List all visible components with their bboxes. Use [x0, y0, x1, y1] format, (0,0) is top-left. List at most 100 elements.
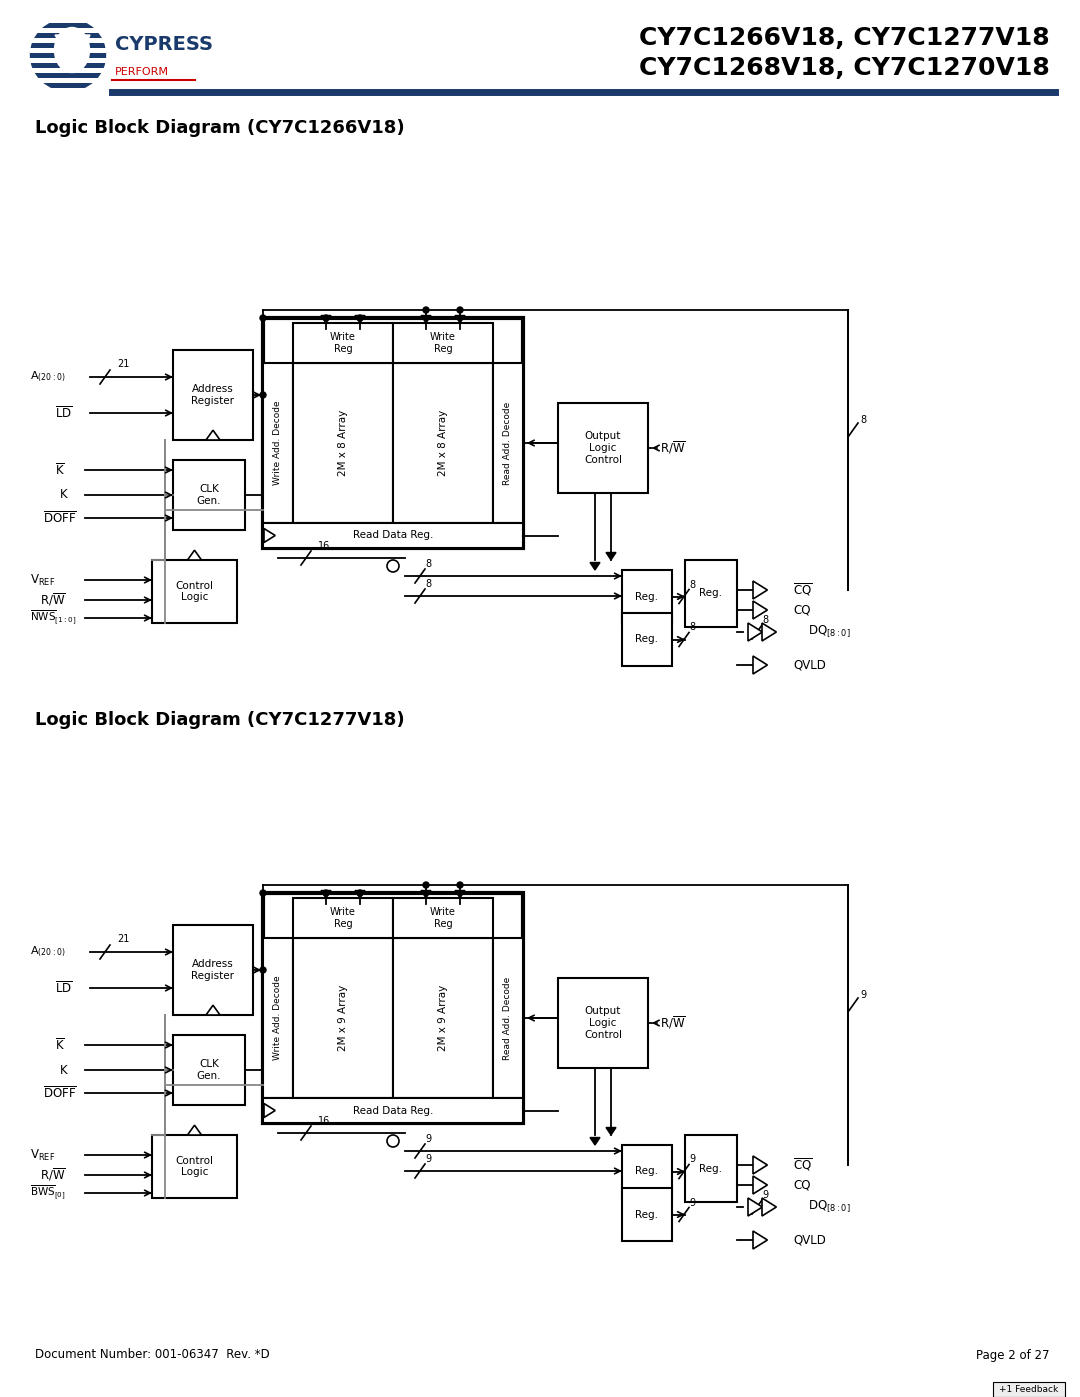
Bar: [685, 560, 737, 627]
Text: Logic Block Diagram (CY7C1266V18): Logic Block Diagram (CY7C1266V18): [35, 119, 405, 137]
Polygon shape: [264, 528, 275, 542]
Text: Write
Reg: Write Reg: [330, 907, 356, 929]
Bar: [30, 47, 106, 53]
Circle shape: [260, 890, 266, 895]
Text: 21: 21: [117, 359, 130, 369]
Bar: [685, 1134, 737, 1201]
Text: R/$\overline{\rm W}$: R/$\overline{\rm W}$: [40, 591, 66, 609]
Polygon shape: [753, 1176, 768, 1194]
Text: K: K: [60, 489, 68, 502]
Polygon shape: [753, 1155, 768, 1173]
Text: Document Number: 001-06347  Rev. *D: Document Number: 001-06347 Rev. *D: [35, 1348, 270, 1362]
Text: $\overline{\rm NWS}$$_{[1:0]}$: $\overline{\rm NWS}$$_{[1:0]}$: [30, 609, 77, 627]
Text: Address
Register: Address Register: [191, 384, 234, 405]
Text: Write Add. Decode: Write Add. Decode: [273, 975, 283, 1060]
Bar: [622, 570, 672, 623]
Text: Reg.: Reg.: [700, 588, 723, 598]
Polygon shape: [355, 316, 365, 323]
Polygon shape: [321, 890, 330, 898]
Bar: [264, 1098, 523, 1123]
Bar: [293, 937, 393, 1098]
Text: K: K: [60, 1063, 68, 1077]
Text: 8: 8: [424, 559, 431, 569]
Circle shape: [357, 890, 363, 895]
Text: R/$\overline{\rm W}$: R/$\overline{\rm W}$: [660, 440, 686, 457]
Text: 9: 9: [689, 1154, 696, 1165]
Text: $\overline{\rm BWS}$$_{[0]}$: $\overline{\rm BWS}$$_{[0]}$: [30, 1183, 66, 1203]
Circle shape: [387, 1134, 399, 1147]
Polygon shape: [264, 1104, 275, 1118]
Bar: [393, 898, 492, 937]
Text: Reg.: Reg.: [635, 1210, 659, 1220]
Bar: [393, 323, 492, 363]
Text: 8: 8: [424, 578, 431, 590]
Text: Reg.: Reg.: [700, 1164, 723, 1173]
Polygon shape: [206, 1006, 220, 1016]
Bar: [293, 323, 393, 363]
Text: Write
Reg: Write Reg: [430, 907, 456, 929]
Bar: [622, 1146, 672, 1199]
Text: Address
Register: Address Register: [191, 960, 234, 981]
Polygon shape: [753, 581, 768, 599]
Text: PERFORM: PERFORM: [114, 67, 168, 77]
Text: 9: 9: [424, 1154, 431, 1164]
Text: $\overline{\rm K}$: $\overline{\rm K}$: [55, 462, 65, 478]
Text: 9: 9: [860, 990, 866, 1000]
Polygon shape: [321, 316, 330, 323]
Text: 2M x 9 Array: 2M x 9 Array: [338, 985, 348, 1051]
Text: Page 2 of 27: Page 2 of 27: [976, 1348, 1050, 1362]
Bar: [393, 937, 492, 1098]
Bar: [30, 88, 106, 92]
Bar: [993, 1382, 1065, 1397]
Bar: [264, 319, 523, 548]
Text: A$_{(20:0)}$: A$_{(20:0)}$: [30, 944, 66, 960]
Text: R/$\overline{\rm W}$: R/$\overline{\rm W}$: [660, 1014, 686, 1031]
Text: $\overline{\rm LD}$: $\overline{\rm LD}$: [55, 405, 72, 420]
Text: $\overline{\rm DOFF}$: $\overline{\rm DOFF}$: [43, 1085, 77, 1101]
Bar: [152, 1134, 237, 1199]
Text: $\overline{\rm CQ}$: $\overline{\rm CQ}$: [793, 581, 812, 598]
Text: CY7C1266V18, CY7C1277V18: CY7C1266V18, CY7C1277V18: [639, 27, 1050, 50]
Polygon shape: [421, 890, 431, 898]
Text: DQ$_{[8:0]}$: DQ$_{[8:0]}$: [808, 1199, 851, 1215]
Text: Read Data Reg.: Read Data Reg.: [353, 531, 433, 541]
Polygon shape: [606, 552, 616, 560]
Ellipse shape: [54, 28, 90, 73]
Polygon shape: [748, 623, 762, 641]
Bar: [492, 937, 523, 1098]
Text: 8: 8: [689, 580, 696, 590]
Circle shape: [323, 890, 329, 895]
Text: Read Add. Decode: Read Add. Decode: [503, 401, 513, 485]
Text: CYPRESS: CYPRESS: [114, 35, 213, 54]
Text: 8: 8: [761, 615, 768, 624]
Bar: [264, 893, 523, 1123]
Bar: [30, 67, 106, 73]
Text: 2M x 8 Array: 2M x 8 Array: [438, 409, 448, 476]
Bar: [264, 363, 293, 522]
Text: 2M x 9 Array: 2M x 9 Array: [438, 985, 448, 1051]
Bar: [30, 28, 106, 32]
Text: Write
Reg: Write Reg: [330, 332, 356, 353]
Bar: [293, 898, 393, 937]
Bar: [173, 460, 245, 529]
Bar: [558, 978, 648, 1067]
Text: 9: 9: [689, 1197, 696, 1207]
Text: 9: 9: [761, 1190, 768, 1200]
Polygon shape: [753, 1231, 768, 1249]
Bar: [264, 937, 293, 1098]
Text: 16: 16: [318, 1116, 330, 1126]
Bar: [30, 18, 106, 22]
Bar: [30, 77, 106, 82]
Text: Control
Logic: Control Logic: [175, 1155, 214, 1178]
Text: Control
Logic: Control Logic: [175, 581, 214, 602]
Text: CY7C1268V18, CY7C1270V18: CY7C1268V18, CY7C1270V18: [639, 56, 1050, 80]
Text: A$_{(20:0)}$: A$_{(20:0)}$: [30, 370, 66, 384]
Text: Logic Block Diagram (CY7C1277V18): Logic Block Diagram (CY7C1277V18): [35, 711, 405, 729]
Polygon shape: [421, 316, 431, 323]
Text: 8: 8: [860, 415, 866, 425]
Circle shape: [260, 967, 266, 972]
Text: DQ$_{[8:0]}$: DQ$_{[8:0]}$: [808, 624, 851, 640]
Polygon shape: [455, 890, 465, 898]
Text: Reg.: Reg.: [635, 591, 659, 602]
Bar: [30, 38, 106, 42]
